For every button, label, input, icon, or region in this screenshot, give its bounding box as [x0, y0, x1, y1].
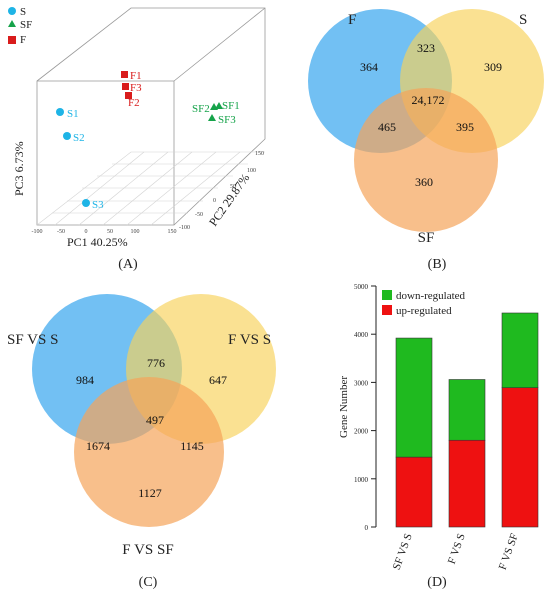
point-label-sf3: SF3 — [218, 114, 236, 126]
y-tick-label: 5000 — [354, 283, 369, 291]
legend-down-label: down-regulated — [396, 290, 466, 302]
panel-label-d: (D) — [427, 575, 447, 590]
bar-up-regulated-1 — [395, 456, 433, 528]
bar-down-regulated-2 — [448, 379, 486, 441]
point-f2 — [125, 92, 132, 99]
venn1-set-label-f: F — [348, 12, 356, 28]
venn1-region-f-s: 323 — [417, 41, 435, 55]
point-label-f1: F1 — [130, 70, 142, 82]
point-s3 — [82, 199, 90, 207]
bar-panel: 0 1000 2000 3000 4000 5000 Gene Number SF VS … — [338, 283, 539, 590]
y-tick-label: 3000 — [354, 379, 369, 387]
venn1-region-all: 24,172 — [412, 93, 445, 107]
venn2-region-b-c: 1145 — [180, 439, 204, 453]
bar-category-label: F VS S — [446, 532, 468, 566]
x-tick: 100 — [131, 229, 140, 235]
venn1-region-sf-only: 360 — [415, 175, 433, 189]
legend-s-marker — [8, 7, 16, 15]
bar-up-regulated-2 — [448, 439, 486, 528]
point-f3 — [122, 83, 129, 90]
y-tick: -100 — [179, 225, 190, 231]
y-tick-label: 1000 — [354, 476, 369, 484]
point-sf3 — [208, 114, 216, 121]
panel-label-b: (B) — [428, 257, 447, 272]
panel-label-c: (C) — [139, 575, 158, 590]
venn1-region-f-sf: 465 — [378, 120, 396, 134]
x-tick: -50 — [57, 229, 65, 235]
venn-panel-1: F S SF 364 323 309 24,172 465 395 360 (B… — [308, 9, 544, 272]
venn2-region-a-b: 776 — [147, 356, 165, 370]
y-axis-title: Gene Number — [338, 376, 350, 438]
pca-panel: S SF F S1 S2 S3 F1 F3 F2 SF2 SF1 SF3 -10… — [8, 6, 266, 272]
venn1-region-f-only: 364 — [360, 60, 378, 74]
point-sf1 — [215, 102, 223, 109]
venn-panel-2: SF VS S F VS S F VS SF 984 776 647 497 1… — [7, 294, 276, 590]
bar-down-regulated-3 — [501, 312, 539, 389]
venn1-circle-sf — [354, 88, 498, 232]
legend-sf-label: SF — [20, 19, 32, 31]
legend-s-label: S — [20, 6, 26, 18]
bar-category-label: SF VS S — [391, 532, 415, 572]
venn1-region-s-sf: 395 — [456, 120, 474, 134]
point-s1 — [56, 108, 64, 116]
venn1-set-label-sf: SF — [418, 230, 435, 246]
bar-down-regulated-1 — [395, 337, 433, 458]
venn2-region-c-only: 1127 — [138, 486, 162, 500]
y-tick-label: 0 — [365, 524, 369, 532]
x-tick: 0 — [85, 229, 88, 235]
legend-up-swatch — [382, 305, 392, 315]
y-ticks: 0 1000 2000 3000 4000 5000 — [354, 283, 376, 532]
venn1-set-label-s: S — [519, 12, 527, 28]
x-tick: 50 — [107, 229, 113, 235]
point-label-sf2: SF2 — [192, 103, 210, 115]
legend-up-label: up-regulated — [396, 305, 452, 317]
y-tick: 100 — [247, 168, 256, 174]
z-axis-label: PC3 6.73% — [12, 141, 26, 196]
venn2-region-all: 497 — [146, 413, 164, 427]
venn2-circle-c — [74, 377, 224, 527]
bar-category-label: F VS SF — [497, 532, 521, 572]
venn2-set-label-b: F VS S — [228, 332, 271, 348]
point-label-s3: S3 — [92, 199, 104, 211]
x-tick: -100 — [32, 229, 43, 235]
y-tick: 0 — [213, 198, 216, 204]
legend-f-marker — [8, 36, 16, 44]
x-tick: 150 — [168, 229, 177, 235]
venn2-set-label-a: SF VS S — [7, 332, 58, 348]
legend-sf-marker — [8, 20, 16, 27]
point-label-s2: S2 — [73, 132, 85, 144]
pca-floor-grid — [36, 151, 265, 226]
venn2-region-a-c: 1674 — [86, 439, 110, 453]
legend-f-label: F — [20, 34, 26, 46]
point-label-sf1: SF1 — [222, 100, 240, 112]
y-tick: 150 — [255, 151, 264, 157]
y-tick-label: 4000 — [354, 331, 369, 339]
point-f1 — [121, 71, 128, 78]
venn2-region-b-only: 647 — [209, 373, 227, 387]
venn1-region-s-only: 309 — [484, 60, 502, 74]
legend-down-swatch — [382, 290, 392, 300]
panel-label-a: (A) — [118, 257, 138, 272]
bar-up-regulated-3 — [501, 387, 539, 528]
venn2-set-label-c: F VS SF — [122, 542, 173, 558]
y-tick: -50 — [195, 212, 203, 218]
x-axis-label: PC1 40.25% — [67, 235, 128, 249]
point-s2 — [63, 132, 71, 140]
y-tick: 50 — [230, 184, 236, 190]
point-label-f2: F2 — [128, 97, 140, 109]
y-tick-label: 2000 — [354, 428, 369, 436]
point-label-f3: F3 — [130, 82, 142, 94]
venn2-region-a-only: 984 — [76, 373, 94, 387]
bar-marks — [395, 312, 539, 528]
point-label-s1: S1 — [67, 108, 79, 120]
